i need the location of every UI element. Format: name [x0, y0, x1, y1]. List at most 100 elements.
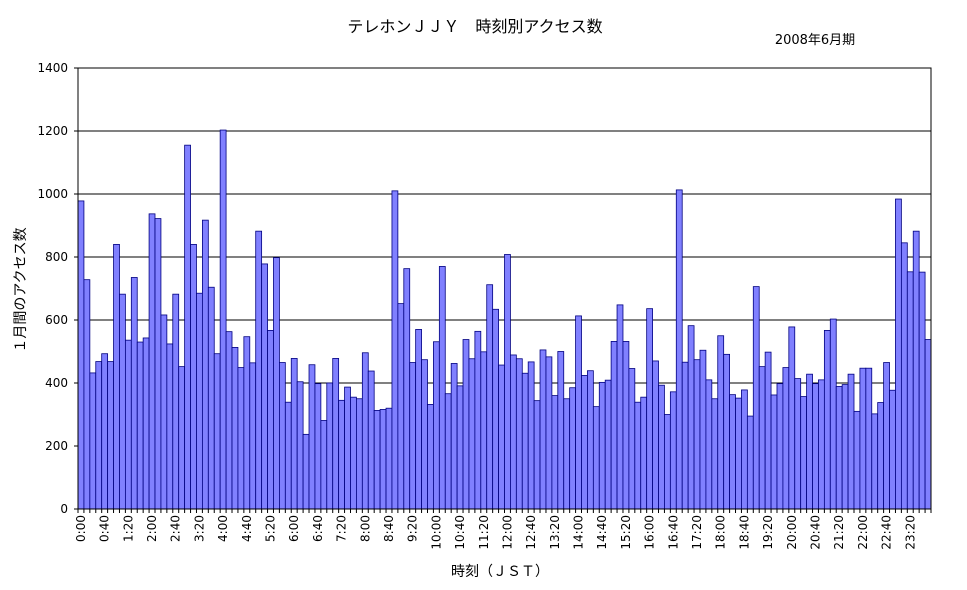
- bar: [604, 379, 612, 510]
- bar: [373, 410, 381, 510]
- bar: [575, 315, 582, 510]
- bar: [273, 257, 280, 510]
- bar: [681, 361, 689, 510]
- bar: [190, 243, 197, 510]
- bar: [782, 367, 790, 510]
- bar: [397, 303, 405, 510]
- x-tick-label: 21:20: [832, 515, 846, 550]
- bar: [758, 366, 766, 510]
- bar: [438, 266, 446, 510]
- bar: [261, 263, 268, 510]
- x-tick-label: 9:20: [406, 515, 420, 542]
- bar: [403, 268, 411, 510]
- bar: [889, 389, 896, 510]
- bar: [178, 366, 186, 510]
- bar: [764, 351, 772, 510]
- bar: [859, 367, 867, 510]
- x-tick-label: 18:40: [737, 515, 751, 550]
- bar: [669, 391, 677, 510]
- bar: [865, 367, 873, 510]
- bar: [302, 433, 310, 510]
- bar: [918, 271, 926, 510]
- bar: [474, 330, 482, 510]
- x-tick-label: 6:40: [311, 515, 325, 542]
- bar: [841, 384, 849, 510]
- bar: [450, 363, 458, 510]
- bar: [379, 409, 387, 510]
- y-tick-label: 200: [45, 439, 68, 453]
- bar: [219, 129, 227, 510]
- bar: [427, 404, 434, 510]
- bar: [510, 354, 517, 510]
- x-tick-label: 17:20: [690, 515, 704, 550]
- bar: [101, 353, 109, 510]
- bar: [752, 286, 760, 510]
- bar: [658, 384, 665, 510]
- bar: [587, 370, 594, 510]
- bar: [616, 304, 624, 510]
- chart-subtitle: 2008年6月期: [775, 33, 855, 48]
- bar: [320, 420, 328, 510]
- x-tick-label: 7:20: [335, 515, 349, 542]
- bar: [77, 200, 85, 510]
- x-tick-label: 8:40: [382, 515, 396, 542]
- x-tick-label: 10:40: [453, 515, 467, 550]
- bar: [794, 378, 802, 510]
- x-tick-label: 13:20: [548, 515, 562, 550]
- bar: [433, 341, 440, 510]
- bar: [255, 230, 263, 510]
- bar: [136, 341, 144, 510]
- bar: [906, 271, 914, 510]
- bar: [498, 364, 505, 510]
- bar: [835, 386, 843, 510]
- y-tick-label: 400: [45, 376, 68, 390]
- y-axis-label: １月間のアクセス数: [13, 227, 29, 352]
- bar: [314, 383, 322, 510]
- bar: [823, 329, 831, 510]
- bar: [332, 358, 340, 510]
- x-tick-label: 12:00: [500, 515, 514, 550]
- bar: [723, 353, 730, 510]
- bar: [664, 414, 671, 510]
- bar: [480, 351, 488, 510]
- bar: [717, 335, 725, 510]
- x-tick-label: 8:00: [358, 515, 372, 542]
- bar: [296, 381, 304, 510]
- bar: [184, 144, 191, 510]
- y-tick-label: 1200: [37, 124, 68, 138]
- x-tick-label: 15:20: [619, 515, 633, 550]
- bar: [142, 337, 150, 510]
- x-tick-label: 14:00: [572, 515, 586, 550]
- bar: [711, 398, 719, 510]
- bar: [729, 394, 736, 510]
- bar: [385, 407, 393, 510]
- bar: [847, 373, 855, 510]
- bar: [338, 399, 345, 510]
- x-tick-label: 23:20: [903, 515, 917, 550]
- bar: [361, 352, 369, 510]
- bar: [344, 386, 351, 510]
- bar: [172, 293, 180, 510]
- bar: [598, 381, 606, 510]
- bar: [818, 379, 825, 510]
- bar: [249, 362, 257, 510]
- x-tick-label: 16:00: [643, 515, 657, 550]
- bar: [391, 190, 399, 510]
- bar: [225, 331, 233, 510]
- bar: [356, 398, 363, 510]
- bar: [113, 243, 120, 510]
- bar: [675, 189, 683, 510]
- bar: [652, 360, 659, 510]
- bar: [154, 218, 162, 510]
- bar: [201, 219, 209, 510]
- bar: [462, 339, 470, 510]
- bar: [119, 293, 126, 510]
- bar: [521, 372, 529, 510]
- x-tick-label: 12:40: [524, 515, 538, 550]
- bar: [912, 230, 920, 510]
- x-tick-label: 3:20: [192, 515, 206, 542]
- bar: [622, 341, 630, 510]
- bar: [687, 325, 695, 510]
- bar: [237, 367, 245, 510]
- x-tick-label: 5:20: [264, 515, 278, 542]
